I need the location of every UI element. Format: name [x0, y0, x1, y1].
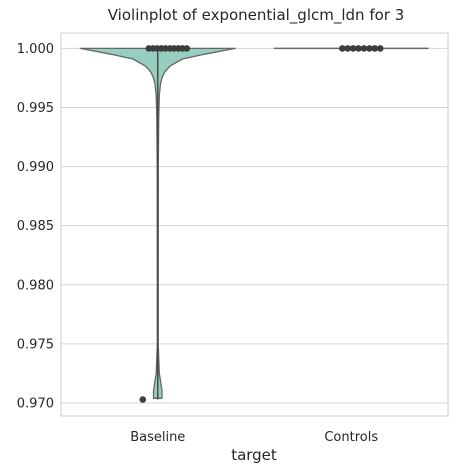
outlier-point — [377, 45, 384, 52]
chart-title: Violinplot of exponential_glcm_ldn for 3 — [108, 6, 405, 25]
outlier-point — [344, 45, 352, 52]
y-tick-label: 0.985 — [17, 219, 54, 234]
outlier-point — [349, 45, 357, 52]
outlier-point — [183, 45, 191, 52]
y-tick-label: 1.000 — [17, 42, 54, 57]
y-tick-label: 0.995 — [17, 101, 54, 116]
outlier-point — [355, 45, 362, 52]
y-tick-label: 0.980 — [17, 278, 54, 293]
outlier-point — [366, 45, 373, 52]
x-axis-title: target — [231, 446, 277, 464]
outlier-point — [371, 45, 379, 52]
outlier-point — [360, 45, 368, 52]
grid — [61, 47, 448, 404]
y-tick-label: 0.970 — [17, 396, 54, 411]
plot-frame — [60, 32, 449, 417]
y-tick-label: 0.975 — [17, 337, 54, 352]
y-tick-label: 0.990 — [17, 160, 54, 175]
x-tick-label: Baseline — [130, 430, 185, 445]
x-axis-ticks: Baseline Controls — [130, 430, 378, 445]
outlier-point — [139, 396, 147, 403]
outlier-points — [139, 45, 384, 403]
x-tick-label: Controls — [324, 430, 378, 445]
violins — [79, 47, 429, 400]
y-axis-ticks: 0.970 0.975 0.980 0.985 0.990 0.995 1.000 — [17, 42, 54, 412]
outlier-point — [339, 45, 346, 52]
